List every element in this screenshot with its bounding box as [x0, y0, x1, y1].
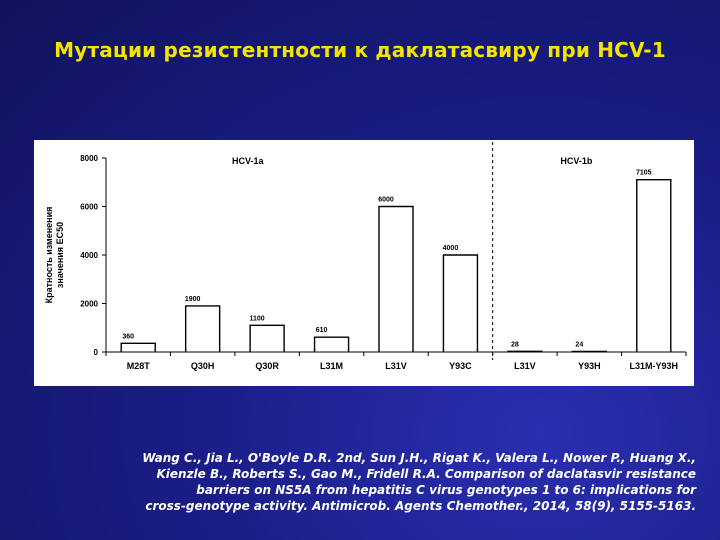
y-tick-label: 0	[94, 348, 99, 357]
chart-panel: 0 2000 4000 6000 8000 Кратность изменения знач…	[34, 140, 694, 386]
x-category-label: Q30R	[255, 361, 279, 371]
x-category-label: L31M-Y93H	[630, 361, 679, 371]
x-category-label: L31M	[320, 361, 343, 371]
bar-value-label: 24	[575, 341, 583, 348]
bar	[313, 336, 350, 352]
bar	[571, 350, 608, 353]
bar-value-label: 28	[511, 341, 519, 348]
x-category-label: Y93C	[449, 361, 472, 371]
bar-value-label: 6000	[378, 197, 394, 204]
bar	[636, 179, 672, 352]
y-tick-label: 6000	[80, 203, 98, 212]
bar	[378, 205, 414, 352]
bar	[507, 350, 543, 353]
citation-line: Wang C., Jia L., O'Boyle D.R. 2nd, Sun J…	[142, 451, 696, 465]
citation-line: Kienzle B., Roberts S., Gao M., Fridell …	[156, 467, 696, 481]
x-category-label: M28T	[127, 361, 151, 371]
x-category-label: L31V	[385, 361, 407, 371]
x-category-label: L31V	[514, 361, 536, 371]
bar-value-label: 1900	[185, 296, 201, 303]
y-tick-label: 8000	[80, 154, 98, 163]
bar-value-label: 4000	[443, 245, 459, 252]
bar-value-label: 7105	[636, 170, 652, 177]
citation: Wang C., Jia L., O'Boyle D.R. 2nd, Sun J…	[96, 450, 696, 514]
bar	[442, 254, 479, 352]
y-tick-label: 2000	[80, 300, 98, 309]
resistance-bar-chart: 0 2000 4000 6000 8000 Кратность изменения знач…	[44, 142, 687, 371]
x-category-label: Y93H	[578, 361, 601, 371]
slide-title: Мутации резистентности к даклатасвиру пр…	[54, 38, 666, 62]
bar-value-label: 1100	[250, 315, 265, 322]
y-axis-title-line: значения ЕС50	[55, 222, 65, 288]
bar-value-label: 360	[122, 333, 134, 340]
bar	[120, 342, 156, 352]
y-axis-title-line: Кратность изменения	[44, 207, 54, 304]
group-label: HCV-1a	[232, 156, 265, 166]
bar	[184, 305, 221, 352]
group-label: HCV-1b	[560, 156, 593, 166]
bar	[249, 324, 285, 352]
citation-line: barriers on NS5A from hepatitis C virus …	[196, 483, 696, 497]
x-category-label: Q30H	[191, 361, 215, 371]
bar-value-label: 610	[316, 327, 328, 334]
citation-line: cross-genotype activity. Antimicrob. Age…	[145, 499, 696, 513]
y-tick-label: 4000	[80, 251, 98, 260]
